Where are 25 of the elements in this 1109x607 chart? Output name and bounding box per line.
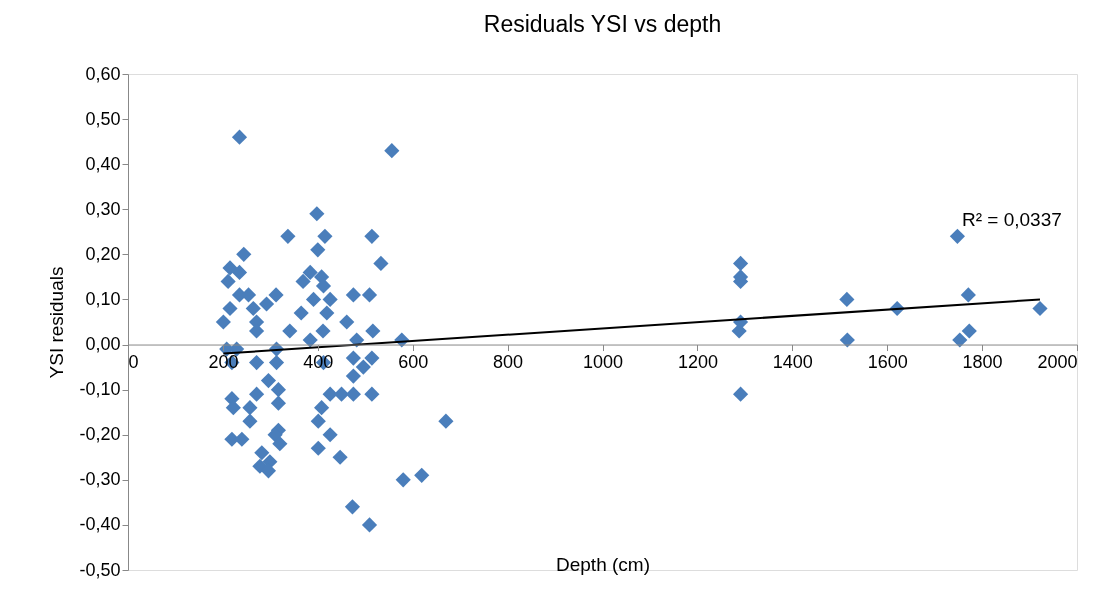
y-tick-label: 0,40 xyxy=(85,153,121,174)
x-tick-label: 1600 xyxy=(867,352,908,373)
x-tick-label: 2000 xyxy=(1037,352,1078,373)
y-tick-label: -0,10 xyxy=(79,379,121,400)
x-axis-title: Depth (cm) xyxy=(556,553,650,575)
x-tick-label: 0 xyxy=(128,352,139,373)
y-tick-label: 0,60 xyxy=(85,63,121,84)
y-tick-label: 0,10 xyxy=(85,288,121,309)
annotation: R² = 0,0337 xyxy=(962,209,1062,230)
y-tick-label: 0,50 xyxy=(85,108,121,129)
y-tick-label: -0,30 xyxy=(79,469,121,490)
y-tick-label: 0,00 xyxy=(85,334,121,355)
x-tick-label: 800 xyxy=(493,352,524,373)
y-tick-label: 0,20 xyxy=(85,243,121,264)
x-tick-label: 600 xyxy=(398,352,429,373)
y-tick-label: -0,20 xyxy=(79,424,121,445)
x-tick-label: 1800 xyxy=(962,352,1003,373)
x-tick-label: 1200 xyxy=(677,352,718,373)
chart-title: Residuals YSI vs depth xyxy=(483,11,722,37)
y-tick-label: -0,50 xyxy=(79,559,121,580)
x-tick-label: 1400 xyxy=(772,352,813,373)
y-axis-title: YSI residuals xyxy=(46,266,68,379)
y-tick-label: 0,30 xyxy=(85,198,121,219)
y-tick-label: -0,40 xyxy=(79,514,121,535)
x-tick-label: 1000 xyxy=(582,352,624,373)
